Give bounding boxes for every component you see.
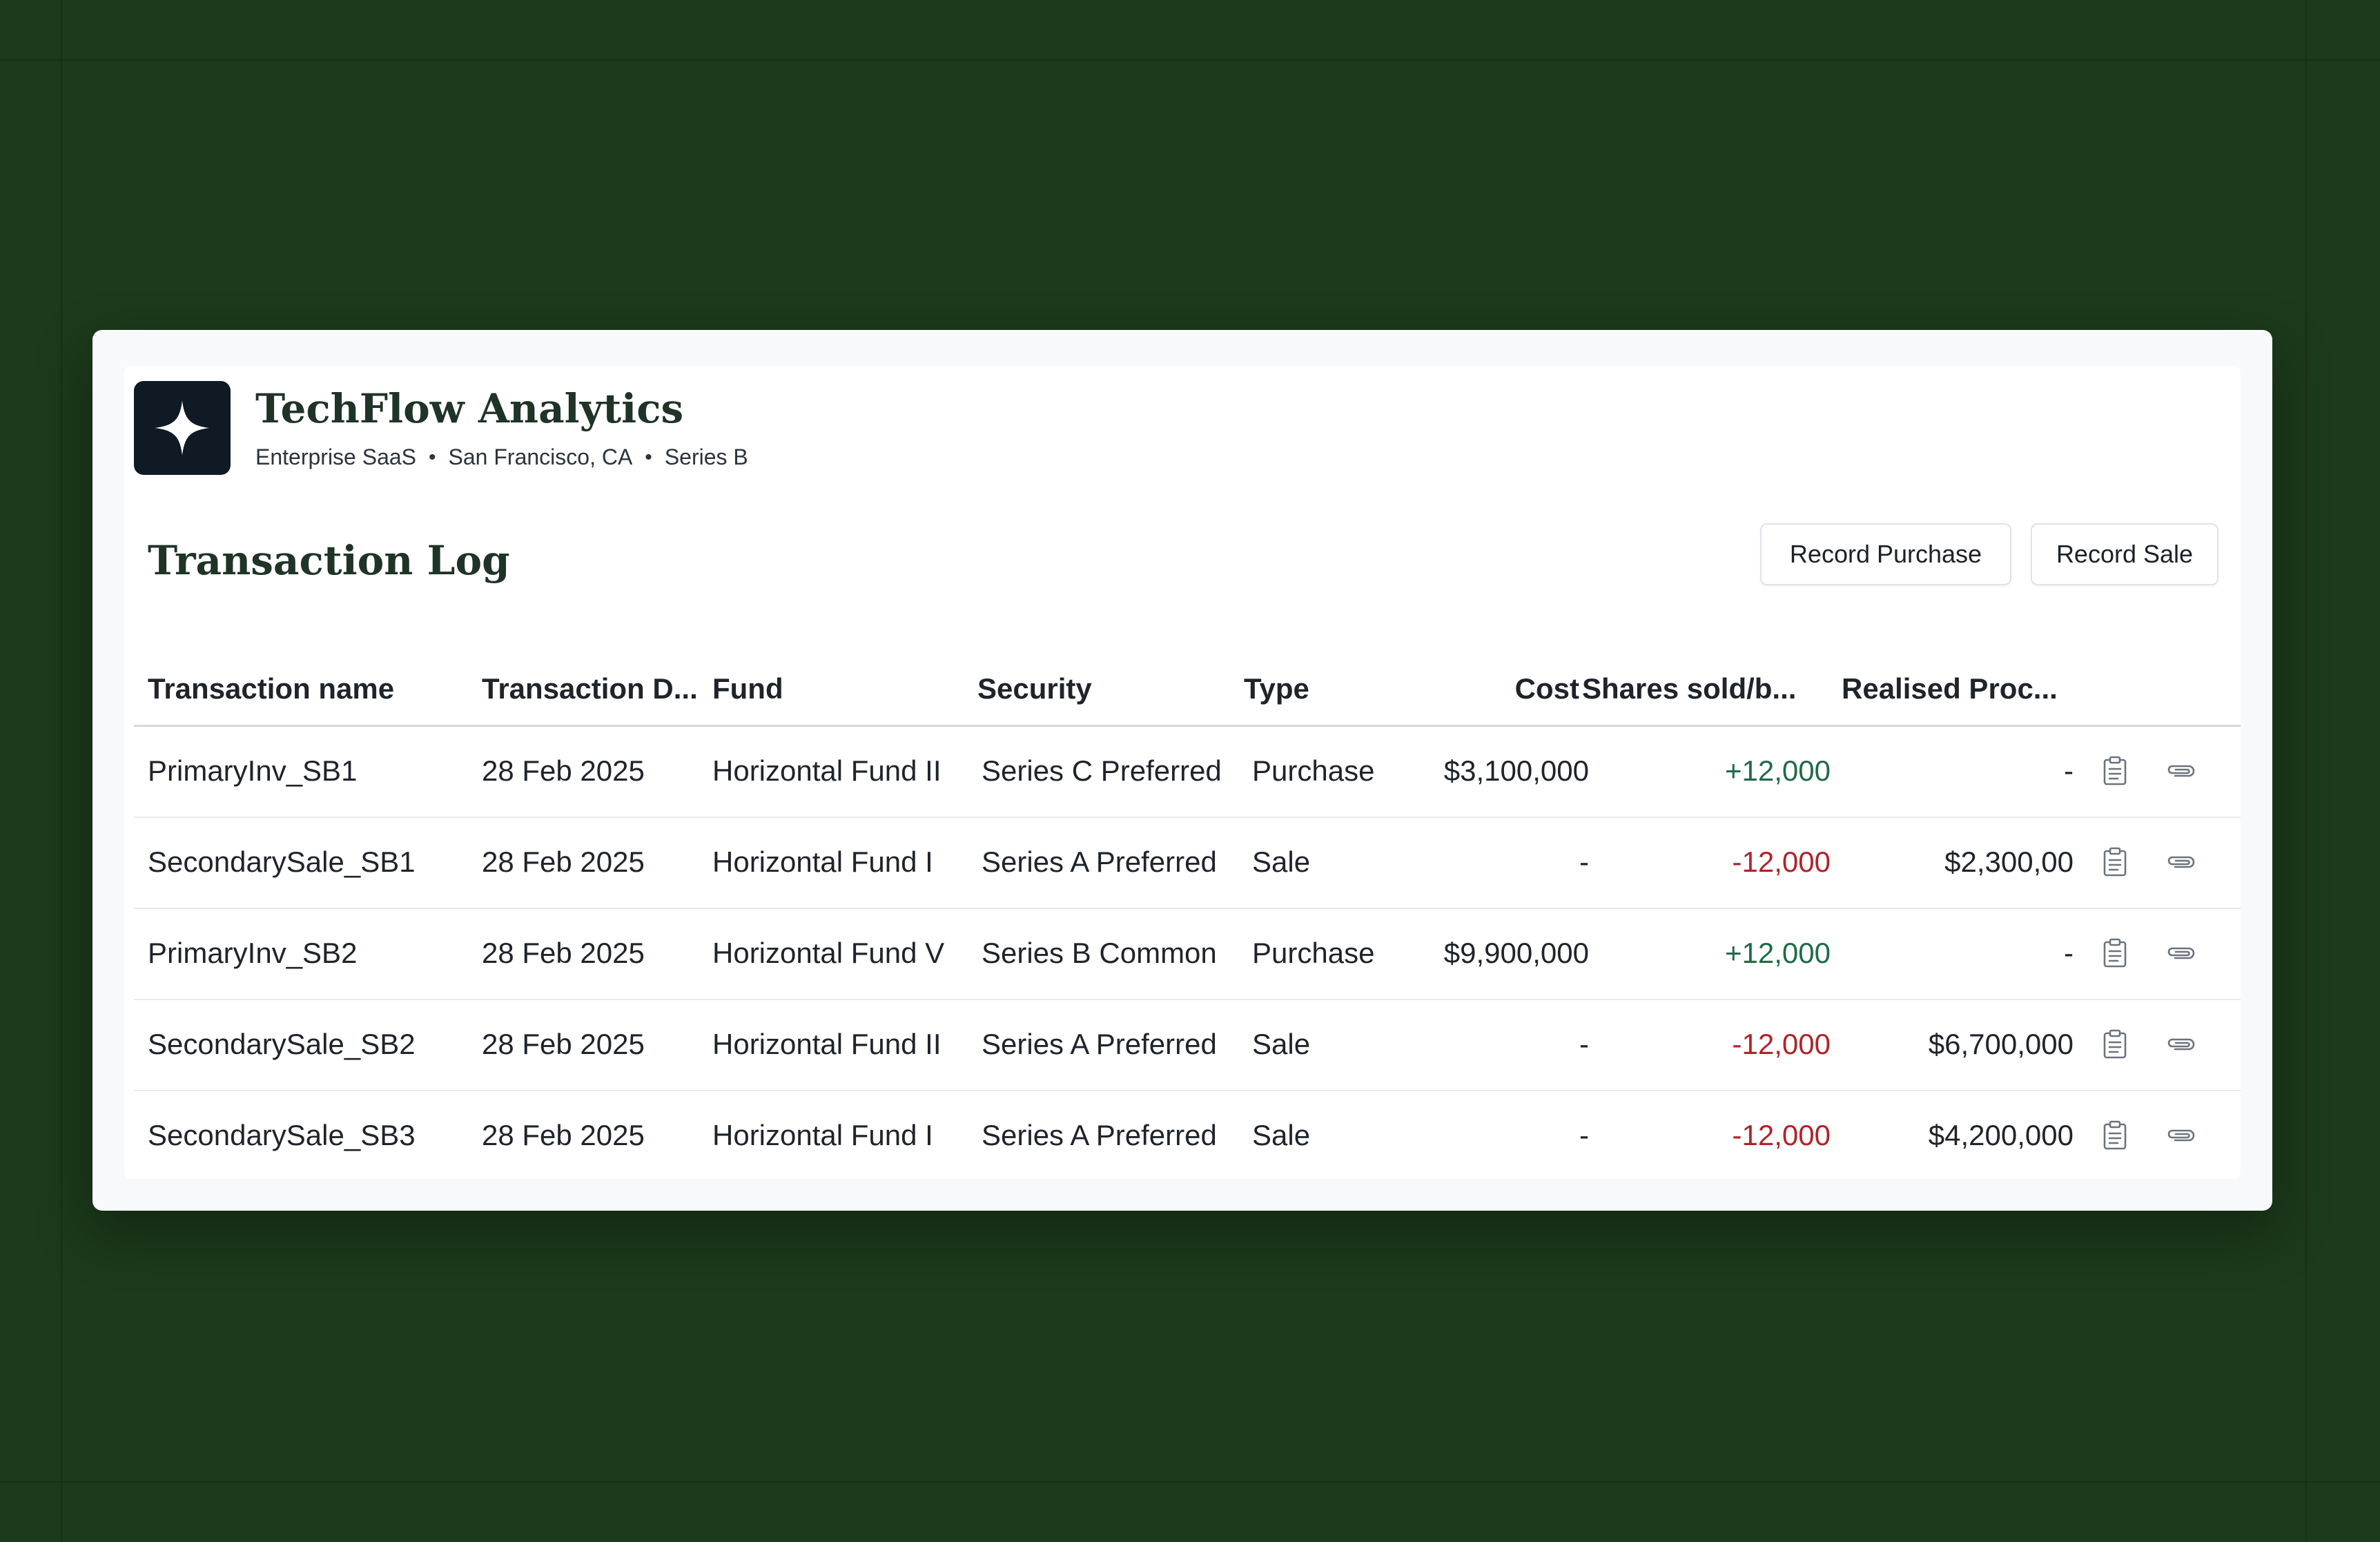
- company-stage: Series B: [664, 445, 748, 469]
- clipboard-icon[interactable]: [2098, 1119, 2132, 1152]
- header-fund[interactable]: Fund: [712, 672, 783, 705]
- header-realised-proceeds[interactable]: Realised Proc...: [1842, 672, 2058, 705]
- cell-transaction-date: 28 Feb 2025: [482, 754, 645, 787]
- cell-transaction-date: 28 Feb 2025: [482, 846, 645, 878]
- company-name: TechFlow Analytics: [255, 385, 684, 432]
- transaction-table: Transaction name Transaction D... Fund S…: [134, 642, 2241, 1181]
- four-point-star-icon: [155, 400, 210, 456]
- header-shares[interactable]: Shares sold/b...: [1582, 672, 1797, 705]
- cell-shares: +12,000: [1725, 937, 1831, 969]
- header-transaction-date[interactable]: Transaction D...: [482, 672, 698, 705]
- company-sector: Enterprise SaaS: [255, 445, 417, 469]
- guide-line-top: [0, 59, 2380, 61]
- cell-security: Series A Preferred: [982, 1119, 1217, 1151]
- clipboard-icon[interactable]: [2098, 1028, 2132, 1061]
- header-cost[interactable]: Cost: [1514, 672, 1579, 705]
- guide-line-right: [2305, 0, 2307, 1542]
- paperclip-icon[interactable]: [2165, 754, 2198, 788]
- cell-type: Sale: [1252, 846, 1311, 878]
- cell-shares: +12,000: [1725, 754, 1831, 787]
- cell-transaction-name: PrimaryInv_SB2: [148, 937, 358, 969]
- transaction-panel: TechFlow Analytics Enterprise SaaS • San…: [124, 366, 2241, 1179]
- section-title: Transaction Log: [148, 537, 510, 584]
- meta-separator: •: [645, 445, 652, 469]
- cell-fund: Horizontal Fund V: [712, 937, 945, 969]
- cell-shares: -12,000: [1732, 1119, 1831, 1151]
- paperclip-icon[interactable]: [2165, 846, 2198, 879]
- cell-realised-proceeds: $4,200,000: [1928, 1119, 2074, 1151]
- cell-security: Series A Preferred: [982, 846, 1217, 878]
- cell-realised-proceeds: $2,300,00: [1944, 846, 2074, 878]
- cell-fund: Horizontal Fund I: [712, 1119, 933, 1151]
- table-row: PrimaryInv_SB1 28 Feb 2025 Horizontal Fu…: [134, 727, 2241, 818]
- clipboard-icon[interactable]: [2098, 937, 2132, 970]
- cell-transaction-name: PrimaryInv_SB1: [148, 754, 358, 787]
- paperclip-icon[interactable]: [2165, 937, 2198, 970]
- cell-realised-proceeds: -: [2064, 937, 2074, 969]
- cell-security: Series A Preferred: [982, 1028, 1217, 1060]
- guide-line-left: [61, 0, 62, 1542]
- meta-separator: •: [429, 445, 436, 469]
- record-sale-button[interactable]: Record Sale: [2031, 523, 2218, 585]
- cell-transaction-name: SecondarySale_SB2: [148, 1028, 416, 1060]
- cell-type: Sale: [1252, 1119, 1311, 1151]
- cell-transaction-date: 28 Feb 2025: [482, 937, 645, 969]
- cell-fund: Horizontal Fund II: [712, 754, 942, 787]
- cell-fund: Horizontal Fund II: [712, 1028, 942, 1060]
- header-security[interactable]: Security: [977, 672, 1092, 705]
- cell-cost: -: [1579, 846, 1589, 878]
- record-purchase-button[interactable]: Record Purchase: [1760, 523, 2011, 585]
- company-meta: Enterprise SaaS • San Francisco, CA • Se…: [255, 445, 748, 470]
- cell-shares: -12,000: [1732, 1028, 1831, 1060]
- cell-security: Series C Preferred: [982, 754, 1222, 787]
- company-location: San Francisco, CA: [448, 445, 633, 469]
- cell-transaction-date: 28 Feb 2025: [482, 1119, 645, 1151]
- paperclip-icon[interactable]: [2165, 1028, 2198, 1061]
- header-type[interactable]: Type: [1244, 672, 1309, 705]
- table-row: SecondarySale_SB2 28 Feb 2025 Horizontal…: [134, 1000, 2241, 1091]
- clipboard-icon[interactable]: [2098, 846, 2132, 879]
- table-row: SecondarySale_SB3 28 Feb 2025 Horizontal…: [134, 1091, 2241, 1181]
- table-header: Transaction name Transaction D... Fund S…: [134, 642, 2241, 727]
- cell-type: Purchase: [1252, 937, 1375, 969]
- company-logo: [134, 381, 231, 475]
- cell-realised-proceeds: $6,700,000: [1928, 1028, 2074, 1060]
- cell-transaction-name: SecondarySale_SB1: [148, 846, 416, 878]
- paperclip-icon[interactable]: [2165, 1119, 2198, 1152]
- cell-shares: -12,000: [1732, 846, 1831, 878]
- table-body: PrimaryInv_SB1 28 Feb 2025 Horizontal Fu…: [134, 727, 2241, 1181]
- table-row: SecondarySale_SB1 28 Feb 2025 Horizontal…: [134, 818, 2241, 909]
- cell-cost: $9,900,000: [1443, 937, 1589, 969]
- cell-security: Series B Common: [982, 937, 1217, 969]
- cell-type: Sale: [1252, 1028, 1311, 1060]
- cell-cost: $3,100,000: [1443, 754, 1589, 787]
- cell-type: Purchase: [1252, 754, 1375, 787]
- cell-transaction-date: 28 Feb 2025: [482, 1028, 645, 1060]
- cell-cost: -: [1579, 1028, 1589, 1060]
- transaction-card: TechFlow Analytics Enterprise SaaS • San…: [92, 330, 2272, 1211]
- cell-transaction-name: SecondarySale_SB3: [148, 1119, 416, 1151]
- cell-cost: -: [1579, 1119, 1589, 1151]
- table-row: PrimaryInv_SB2 28 Feb 2025 Horizontal Fu…: [134, 909, 2241, 1000]
- guide-line-bottom: [0, 1481, 2380, 1483]
- clipboard-icon[interactable]: [2098, 754, 2132, 788]
- header-transaction-name[interactable]: Transaction name: [148, 672, 395, 705]
- cell-fund: Horizontal Fund I: [712, 846, 933, 878]
- cell-realised-proceeds: -: [2064, 754, 2074, 787]
